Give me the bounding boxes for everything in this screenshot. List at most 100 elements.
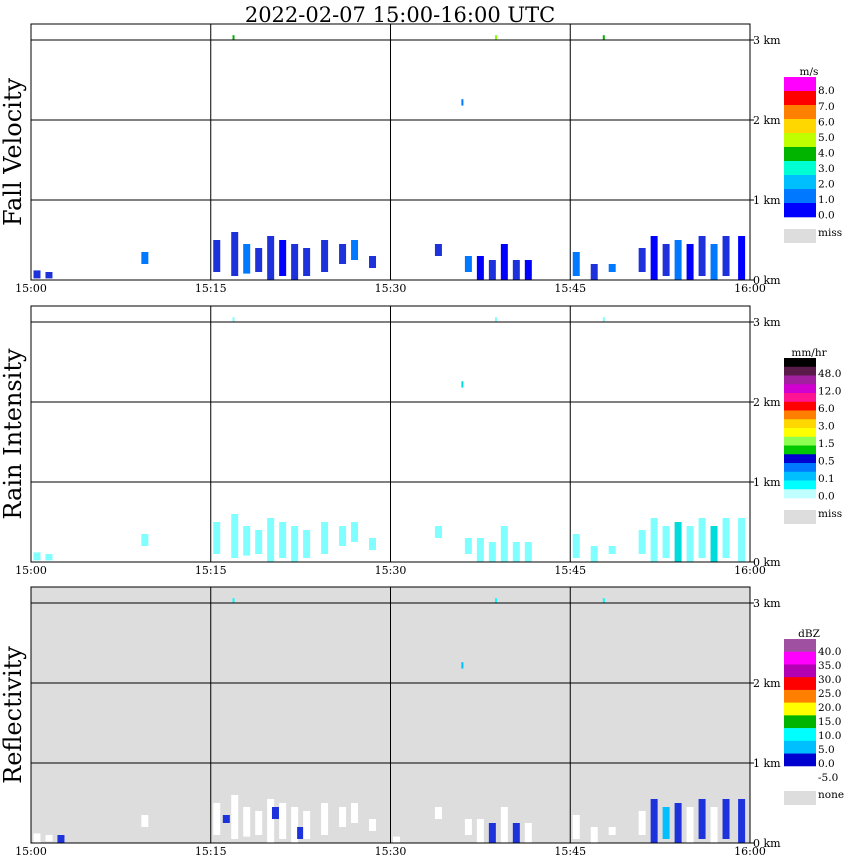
- x-tick-label: 15:45: [554, 564, 586, 577]
- reflectivity-panel: 0 km 1 km 2 km 3 km 15:00 15:15 15:30 15:45 16:0…: [0, 586, 844, 858]
- y-tick-label: 3 km: [753, 597, 781, 610]
- legend-color-swatch: [784, 401, 816, 411]
- echo-cell: [476, 819, 484, 843]
- legend-label: 20.0: [818, 702, 841, 714]
- reflectivity-legend: dBZ 40.0 35.0 30.0 25.0 20.0 15.0 10.0 5.0 0.0 -5.…: [784, 628, 844, 805]
- echo-cell: [232, 317, 235, 322]
- legend-label: 8.0: [818, 85, 835, 97]
- legend-color-swatch: [784, 436, 816, 446]
- x-tick-label: 15:45: [554, 845, 586, 858]
- echo-cell: [608, 264, 616, 272]
- echo-cell: [572, 252, 580, 276]
- legend-miss-label: miss: [818, 227, 842, 239]
- echo-cell: [231, 514, 239, 558]
- echo-cell: [722, 799, 730, 839]
- echo-cell: [213, 240, 221, 272]
- y-tick-label: 0 km: [753, 837, 781, 850]
- echo-cell: [738, 799, 746, 843]
- echo-cell: [476, 538, 484, 562]
- legend-label: 15.0: [818, 716, 841, 728]
- legend-miss-swatch: [784, 791, 816, 805]
- legend-label: 0.0: [818, 210, 835, 222]
- legend-color-swatch: [784, 91, 816, 106]
- y-tick-label: 2 km: [753, 677, 781, 690]
- echo-cell: [494, 35, 497, 40]
- echo-cell: [461, 662, 464, 669]
- echo-cell: [512, 260, 520, 280]
- legend-color-swatch: [784, 203, 816, 218]
- echo-cell: [45, 554, 53, 561]
- legend-label: 3.0: [818, 163, 835, 175]
- echo-cell: [662, 244, 670, 276]
- legend-label: 35.0: [818, 660, 841, 672]
- legend-miss-swatch: [784, 510, 816, 524]
- echo-cell: [33, 833, 41, 843]
- echo-cell: [650, 518, 658, 562]
- rain-intensity-legend: mm/hr 48.0 12.0 6.0 3.0 1.5 0.5 0.1 0.0 miss: [784, 347, 842, 524]
- echo-cell: [267, 799, 275, 843]
- legend-label: 2.0: [818, 179, 835, 191]
- echo-cell: [141, 815, 149, 827]
- legend-label: 0.5: [818, 455, 835, 467]
- legend-label: 3.0: [818, 420, 835, 432]
- echo-cell: [608, 546, 616, 554]
- echo-cell: [650, 236, 658, 280]
- echo-cell: [291, 244, 299, 280]
- legend-label: 0.1: [818, 473, 835, 485]
- fall-velocity-legend: m/s 8.0 7.0 6.0 5.0 4.0 3.0 2.0 1.0 0.0 miss: [784, 66, 842, 243]
- legend-label: 4.0: [818, 147, 835, 159]
- legend-label: 5.0: [818, 744, 835, 756]
- echo-cell: [303, 248, 311, 276]
- echo-cell: [464, 538, 472, 554]
- echo-cell: [512, 823, 520, 843]
- legend-label: 30.0: [818, 674, 841, 686]
- echo-cell: [45, 835, 53, 842]
- legend-color-swatch: [784, 677, 816, 691]
- echo-cell: [500, 526, 508, 562]
- legend-label: 25.0: [818, 688, 841, 700]
- legend-label: 0.0: [818, 758, 835, 770]
- echo-cell: [488, 542, 496, 562]
- echo-cell: [488, 260, 496, 280]
- echo-cell: [243, 526, 251, 556]
- echo-cell: [351, 240, 359, 260]
- legend-color-swatch: [784, 728, 816, 742]
- legend-label: 0.0: [818, 490, 835, 502]
- y-tick-label: 1 km: [753, 476, 781, 489]
- echo-cell: [369, 538, 377, 550]
- echo-cell: [222, 815, 230, 823]
- fall-velocity-label: Fall Velocity: [0, 78, 27, 227]
- echo-cell: [464, 819, 472, 835]
- echo-cell: [351, 522, 359, 542]
- legend-color-swatch: [784, 471, 816, 481]
- echo-cell: [674, 522, 682, 562]
- legend-unit: dBZ: [798, 628, 820, 640]
- legend-color-swatch: [784, 715, 816, 729]
- echo-cell: [494, 317, 497, 322]
- echo-cell: [590, 827, 598, 843]
- legend-color-swatch: [784, 147, 816, 162]
- echo-cell: [243, 807, 251, 837]
- echo-cell: [351, 803, 359, 823]
- legend-color-swatch: [784, 189, 816, 204]
- echo-cell: [434, 244, 442, 256]
- echo-cell: [602, 598, 605, 603]
- echo-cell: [213, 803, 221, 835]
- x-tick-label: 15:15: [195, 845, 227, 858]
- legend-label: 1.5: [818, 438, 835, 450]
- reflectivity-frame: [30, 586, 751, 844]
- echo-cell: [698, 799, 706, 839]
- legend-color-swatch: [784, 77, 816, 92]
- rain-intensity-label: Rain Intensity: [0, 348, 27, 520]
- y-tick-label: 0 km: [753, 274, 781, 287]
- echo-cell: [255, 530, 263, 554]
- legend-color-swatch: [784, 105, 816, 120]
- reflectivity-label: Reflectivity: [0, 646, 27, 784]
- x-tick-label: 15:30: [375, 282, 407, 295]
- legend-color-swatch: [784, 463, 816, 473]
- x-tick-label: 15:00: [15, 282, 47, 295]
- legend-color-swatch: [784, 428, 816, 438]
- x-tick-label: 15:45: [554, 282, 586, 295]
- echo-cell: [686, 244, 694, 280]
- echo-cell: [686, 807, 694, 843]
